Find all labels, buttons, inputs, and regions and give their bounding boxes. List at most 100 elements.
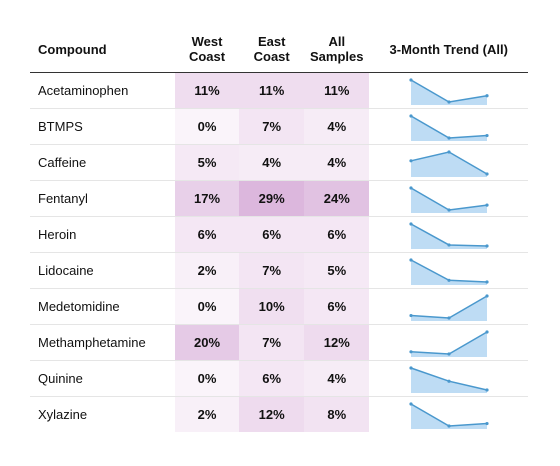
- west-coast-cell: 6%: [174, 216, 240, 253]
- sparkline: [409, 113, 489, 141]
- sparkline-point: [409, 158, 413, 162]
- east-coast-cell: 11%: [239, 72, 305, 109]
- west-coast-cell: 11%: [174, 72, 240, 109]
- table-row: Caffeine 5% 4% 4%: [30, 144, 528, 181]
- sparkline-point: [485, 243, 489, 248]
- sparkline-point: [409, 221, 413, 226]
- sparkline-area: [410, 331, 487, 357]
- compound-name: Lidocaine: [30, 252, 175, 289]
- compound-name: Caffeine: [30, 144, 175, 181]
- header-trend: 3-Month Trend (All): [389, 41, 508, 57]
- compound-name: Fentanyl: [30, 180, 175, 217]
- sparkline-point: [409, 401, 413, 406]
- table-row: Methamphetamine 20% 7% 12%: [30, 324, 528, 361]
- west-coast-cell: 5%: [174, 144, 240, 181]
- sparkline-point: [447, 242, 451, 247]
- all-samples-cell: 5%: [304, 252, 370, 289]
- sparkline: [409, 257, 489, 285]
- east-coast-cell: 6%: [239, 216, 305, 253]
- header-east-line2: Coast: [253, 49, 290, 64]
- sparkline-area: [410, 79, 487, 105]
- table-row: Heroin 6% 6% 6%: [30, 216, 528, 253]
- table-row: Acetaminophen 11% 11% 11%: [30, 72, 528, 109]
- sparkline-point: [447, 207, 451, 212]
- sparkline-point: [447, 423, 451, 428]
- all-samples-cell: 11%: [304, 72, 370, 109]
- all-samples-cell: 4%: [304, 108, 370, 145]
- sparkline-area: [410, 367, 487, 393]
- sparkline-point: [409, 349, 413, 353]
- west-coast-cell: 0%: [174, 108, 240, 145]
- west-coast-cell: 2%: [174, 252, 240, 289]
- all-samples-cell: 12%: [304, 324, 370, 361]
- sparkline-point: [447, 135, 451, 140]
- sparkline-point: [409, 313, 413, 317]
- header-west-coast: West Coast: [175, 26, 240, 73]
- east-coast-cell: 29%: [239, 180, 305, 217]
- trend-cell: [369, 396, 528, 432]
- sparkline-point: [485, 293, 489, 298]
- sparkline-area: [410, 223, 487, 249]
- west-coast-cell: 0%: [174, 288, 240, 325]
- east-coast-cell: 7%: [239, 324, 305, 361]
- trend-cell: [369, 108, 528, 145]
- sparkline: [409, 401, 489, 429]
- sparkline-point: [485, 279, 489, 284]
- west-coast-cell: 20%: [174, 324, 240, 361]
- sparkline: [409, 329, 489, 357]
- compound-name: Xylazine: [30, 396, 175, 432]
- sparkline: [409, 365, 489, 393]
- sparkline: [409, 221, 489, 249]
- trend-cell: [369, 144, 528, 181]
- west-coast-cell: 0%: [174, 360, 240, 397]
- trend-cell: [369, 252, 528, 289]
- sparkline-area: [410, 115, 487, 141]
- sparkline-area: [410, 151, 487, 177]
- sparkline-point: [485, 421, 489, 425]
- compound-name: Acetaminophen: [38, 83, 129, 98]
- all-samples-cell: 4%: [304, 144, 370, 181]
- table-row: Lidocaine 2% 7% 5%: [30, 252, 528, 289]
- header-row: Compound West Coast East Coast All Sampl…: [30, 26, 528, 73]
- sparkline-point: [409, 185, 413, 190]
- all-samples-cell: 4%: [304, 360, 370, 397]
- east-coast-cell: 12%: [239, 396, 305, 432]
- sparkline-point: [485, 387, 489, 392]
- sparkline-point: [409, 365, 413, 370]
- compound-name: Heroin: [30, 216, 175, 253]
- compound-table: Compound West Coast East Coast All Sampl…: [30, 26, 528, 432]
- table-body: Acetaminophen 11% 11% 11% BTMPS 0% 7% 4% Caffein…: [30, 72, 528, 432]
- sparkline-point: [447, 149, 451, 154]
- sparkline-point: [447, 99, 451, 104]
- compound-name: Medetomidine: [30, 288, 175, 325]
- sparkline: [409, 149, 489, 177]
- sparkline: [409, 77, 489, 105]
- sparkline-point: [447, 379, 451, 383]
- east-coast-cell: 4%: [239, 144, 305, 181]
- trend-cell: [369, 324, 528, 361]
- table-row: Fentanyl 17% 29% 24%: [30, 180, 528, 217]
- sparkline-point: [447, 351, 451, 356]
- all-samples-cell: 24%: [304, 180, 370, 217]
- all-samples-cell: 6%: [304, 288, 370, 325]
- west-coast-cell: 2%: [174, 396, 240, 432]
- header-east-coast: East Coast: [239, 26, 304, 73]
- sparkline-point: [485, 171, 489, 176]
- trend-cell: [369, 73, 528, 109]
- trend-cell: [369, 288, 528, 325]
- sparkline-point: [485, 133, 489, 137]
- compound-name: Methamphetamine: [30, 324, 175, 361]
- east-coast-cell: 10%: [239, 288, 305, 325]
- east-coast-cell: 7%: [239, 252, 305, 289]
- header-west-line1: West: [191, 34, 223, 49]
- header-all-samples: All Samples: [304, 26, 369, 73]
- sparkline-area: [410, 259, 487, 285]
- header-all-line1: All: [328, 34, 346, 49]
- east-coast-cell: 7%: [239, 108, 305, 145]
- all-samples-cell: 6%: [304, 216, 370, 253]
- sparkline-point: [447, 315, 451, 320]
- table-row: Quinine 0% 6% 4%: [30, 360, 528, 397]
- header-all-line2: Samples: [310, 49, 364, 64]
- sparkline-point: [409, 77, 413, 82]
- table-row: Medetomidine 0% 10% 6%: [30, 288, 528, 325]
